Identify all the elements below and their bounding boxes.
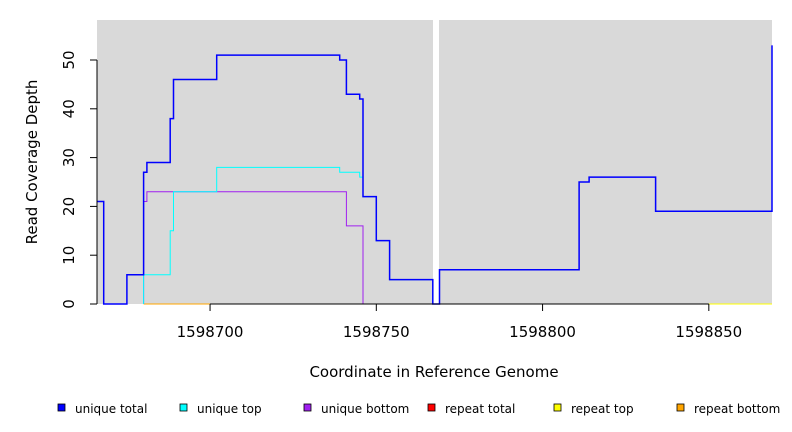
legend-swatch — [57, 403, 66, 412]
legend-swatch — [303, 403, 312, 412]
x-axis-label: Coordinate in Reference Genome — [309, 363, 558, 381]
legend-swatch — [179, 403, 188, 412]
y-axis-label: Read Coverage Depth — [23, 80, 41, 245]
legend-swatch — [427, 403, 436, 412]
y-tick-label: 20 — [60, 197, 78, 216]
x-tick-label: 1598700 — [177, 323, 244, 341]
series-line-unique-total — [97, 45, 773, 305]
legend-swatch — [553, 403, 562, 412]
legend-label: repeat bottom — [694, 402, 780, 416]
legend-label: unique total — [75, 402, 147, 416]
x-tick-label: 1598750 — [343, 323, 410, 341]
legend-label: unique top — [197, 402, 262, 416]
legend-label: repeat total — [445, 402, 515, 416]
y-tick-label: 10 — [60, 246, 78, 265]
legend-swatch — [676, 403, 685, 412]
gap-bar — [433, 20, 439, 304]
x-axis: 1598700 1598750 1598800 1598850 — [177, 303, 742, 341]
y-tick-label: 30 — [60, 148, 78, 167]
legend: unique total unique top unique bottom repea… — [57, 402, 780, 416]
y-axis: 0 10 20 30 40 50 — [60, 50, 98, 309]
legend-label: unique bottom — [321, 402, 409, 416]
x-tick-label: 1598800 — [509, 323, 576, 341]
y-tick-label: 50 — [60, 50, 78, 69]
y-tick-label: 40 — [60, 99, 78, 118]
y-tick-label: 0 — [60, 299, 78, 309]
x-tick-label: 1598850 — [675, 323, 742, 341]
legend-label: repeat top — [571, 402, 634, 416]
